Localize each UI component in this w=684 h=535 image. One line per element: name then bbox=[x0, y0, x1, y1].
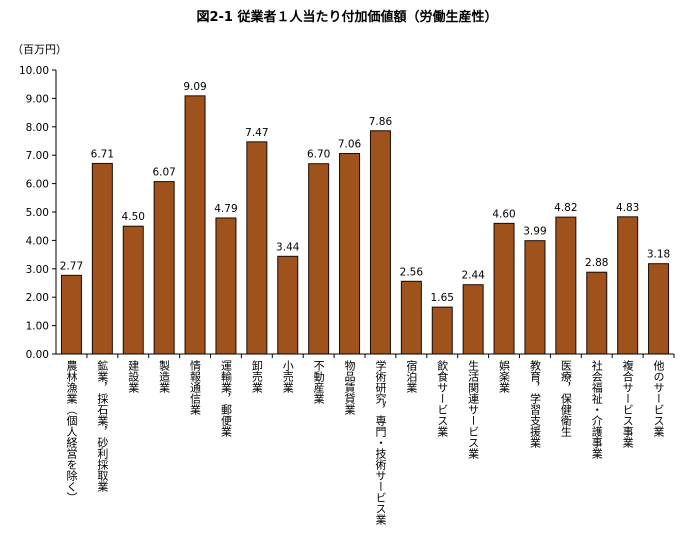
bar bbox=[308, 163, 330, 355]
bar bbox=[462, 284, 484, 355]
category-label: 生活関連サービス業 bbox=[467, 359, 480, 459]
data-labels: 2.77 6.71 4.50 6.07 9.09 4.79 7.47 3.44 6.70 7.06… bbox=[60, 81, 670, 304]
bar bbox=[339, 152, 361, 355]
y-tick-label: 1.00 bbox=[26, 321, 49, 333]
category-label: 鉱業，採石業，砂利採取業 bbox=[96, 359, 109, 492]
bar bbox=[246, 141, 268, 355]
category-label: 医療，保健衛生 bbox=[559, 360, 572, 437]
bar bbox=[648, 263, 670, 355]
y-tick-label: 7.00 bbox=[26, 150, 49, 162]
bar bbox=[277, 255, 299, 355]
category-label: 他のサービス業 bbox=[652, 360, 665, 437]
category-label: 娯楽業 bbox=[498, 359, 511, 393]
category-label: 小売業 bbox=[281, 360, 294, 393]
data-label: 6.07 bbox=[152, 167, 175, 179]
category-labels: 農林漁業（個人経営を除く） 鉱業，採石業，砂利採取業 建設業 製造業 情報通信業 運輸業，… bbox=[65, 354, 675, 525]
bar bbox=[493, 222, 515, 355]
category-label: 農林漁業（個人経営を除く） bbox=[65, 359, 78, 503]
category-label: 不動産業 bbox=[312, 360, 325, 404]
category-label: 情報通信業 bbox=[189, 360, 202, 415]
data-label: 4.83 bbox=[616, 202, 639, 214]
bar bbox=[431, 306, 453, 355]
bar bbox=[215, 217, 237, 355]
data-label: 9.09 bbox=[183, 81, 206, 93]
category-label: 学術研究，専門・技術サービス業 bbox=[374, 359, 387, 525]
y-tick-label: 0.00 bbox=[26, 349, 49, 361]
category-label: 飲食サービス業 bbox=[436, 359, 449, 437]
category-label: 製造業 bbox=[158, 359, 171, 393]
y-tick-label: 9.00 bbox=[26, 93, 49, 105]
chart-title: 図2-1 従業者１人当たり付加価値額（労働生産性） bbox=[196, 9, 497, 25]
bar bbox=[91, 162, 113, 355]
data-label: 4.82 bbox=[554, 202, 577, 214]
bar bbox=[153, 181, 175, 355]
bar bbox=[369, 130, 391, 355]
category-label: 物品賃貸業 bbox=[343, 359, 356, 415]
category-label: 社会福祉・介護事業 bbox=[590, 359, 603, 459]
y-tick-label: 5.00 bbox=[26, 207, 49, 219]
category-label: 卸売業 bbox=[250, 359, 263, 393]
bar bbox=[122, 225, 144, 355]
y-axis-unit-label: （百万円） bbox=[12, 43, 67, 56]
y-axis-ticks: 0.00 1.00 2.00 3.00 4.00 5.00 6.00 7.00 8.00 9.00… bbox=[19, 65, 56, 361]
bar bbox=[400, 280, 422, 355]
data-label: 7.86 bbox=[369, 116, 393, 128]
bar bbox=[184, 95, 206, 355]
data-label: 3.44 bbox=[276, 241, 300, 253]
data-label: 4.50 bbox=[122, 211, 145, 223]
data-label: 2.77 bbox=[60, 260, 83, 272]
data-label: 6.70 bbox=[307, 149, 330, 161]
category-label: 運輸業，郵便業 bbox=[219, 360, 232, 437]
data-label: 2.88 bbox=[585, 257, 608, 269]
category-label: 建設業 bbox=[127, 359, 140, 393]
y-tick-label: 10.00 bbox=[19, 65, 49, 77]
data-label: 2.56 bbox=[400, 266, 424, 278]
data-label: 6.71 bbox=[91, 148, 114, 160]
data-label: 7.06 bbox=[338, 138, 362, 150]
category-label: 複合サービス事業 bbox=[621, 359, 634, 448]
bar bbox=[555, 216, 577, 355]
data-label: 1.65 bbox=[431, 292, 454, 304]
data-label: 3.99 bbox=[523, 226, 546, 238]
data-label: 4.79 bbox=[214, 203, 237, 215]
y-tick-label: 6.00 bbox=[26, 179, 49, 191]
category-label: 宿泊業 bbox=[405, 359, 418, 393]
data-label: 3.18 bbox=[647, 249, 670, 261]
y-tick-label: 4.00 bbox=[26, 235, 49, 247]
bar bbox=[60, 274, 82, 355]
data-label: 2.44 bbox=[461, 270, 485, 282]
y-tick-label: 3.00 bbox=[26, 264, 49, 276]
data-label: 7.47 bbox=[245, 127, 268, 139]
bars bbox=[60, 95, 670, 355]
bar bbox=[617, 216, 639, 355]
bar bbox=[586, 271, 608, 355]
data-label: 4.60 bbox=[492, 208, 515, 220]
y-tick-label: 2.00 bbox=[26, 292, 49, 304]
bar bbox=[524, 240, 546, 355]
y-tick-label: 8.00 bbox=[26, 122, 49, 134]
category-label: 教育，学習支援業 bbox=[528, 360, 541, 448]
